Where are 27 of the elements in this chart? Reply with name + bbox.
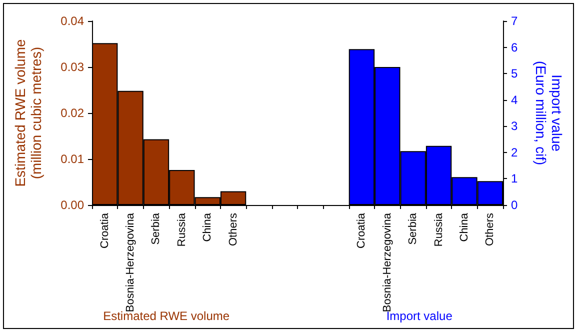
y-tick-label: 0.01 — [60, 152, 84, 166]
x-tick-label: China — [202, 212, 214, 242]
y2-tick-label: 0 — [511, 198, 518, 212]
y2-tick-label: 4 — [511, 92, 518, 107]
x-tick-label: Others — [484, 212, 496, 246]
x-tick-label: Croatia — [98, 212, 111, 248]
x-tick-label: Bosnia-Herzegovina — [124, 212, 137, 312]
y-tick-label: 0.04 — [60, 14, 84, 28]
x-tick-label: Russia — [432, 212, 445, 247]
y-axis-title: Estimated RWE volume (million cubic metres) — [12, 39, 44, 187]
y2-tick-label: 2 — [511, 145, 518, 160]
y2-tick-label: 7 — [511, 14, 518, 28]
x-tick-label: Others — [227, 212, 240, 246]
x-tick-label: Bosnia-Herzegovina — [381, 212, 394, 312]
y2-tick-label: 3 — [511, 119, 518, 134]
y-tick-label: 0.00 — [60, 198, 84, 212]
y2-axis-title: Import value (Euro million, cif) — [533, 60, 565, 166]
y2-tick-label: 6 — [511, 40, 518, 54]
y-tick-label: 0.03 — [60, 60, 84, 74]
x-tick-label: Croatia — [356, 212, 368, 248]
x-tick-label: Russia — [176, 212, 188, 247]
y-tick-label: 0.02 — [60, 106, 84, 120]
y2-tick-label: 5 — [511, 66, 518, 81]
y2-tick-label: 1 — [511, 172, 518, 186]
x-tick-label: Serbia — [150, 212, 162, 245]
x-tick-label: Serbia — [407, 212, 420, 245]
x-tick-label: China — [458, 212, 470, 242]
